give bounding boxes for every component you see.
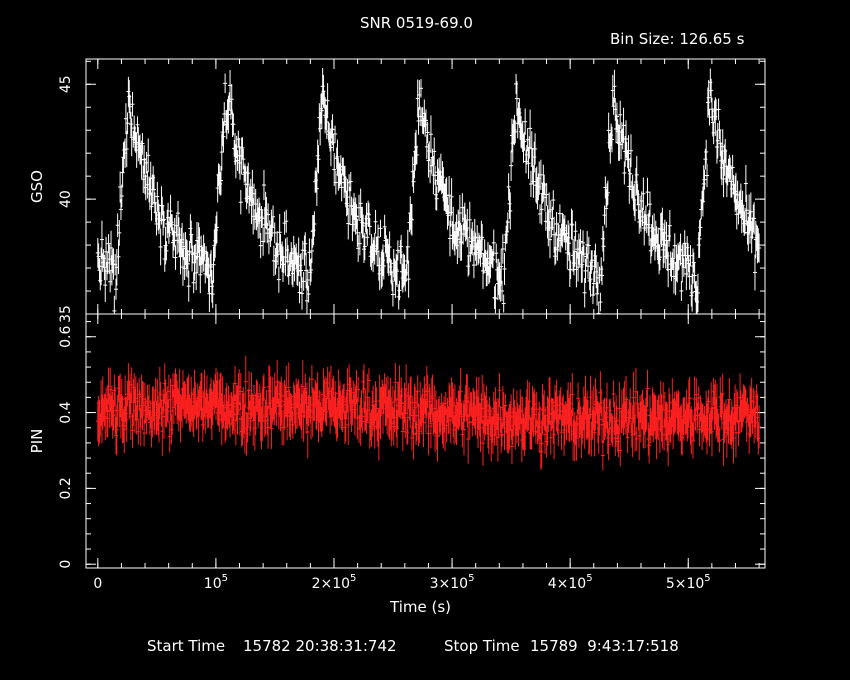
x-axis-label: Time (s) — [390, 598, 451, 616]
y-tick-label-gso: 35 — [58, 305, 74, 323]
y-axis-label-gso: GSO — [28, 170, 46, 203]
y-axis-label-pin: PIN — [28, 429, 46, 454]
x-tick-label: 5×105 — [666, 573, 711, 592]
panel-frame-pin — [85, 313, 766, 569]
y-tick-label-gso: 40 — [58, 190, 74, 208]
start-time-value: 15782 20:38:31:742 — [243, 637, 397, 655]
y-tick-label-pin: 0 — [58, 560, 74, 569]
y-tick-label-pin: 0.2 — [58, 477, 74, 499]
series-gso — [95, 67, 762, 314]
stop-time-label: Stop Time — [444, 637, 520, 655]
y-tick-label-gso: 45 — [58, 75, 74, 93]
bin-size-label: Bin Size: 126.65 s — [610, 30, 745, 48]
start-time-label: Start Time — [147, 637, 226, 655]
series-pin — [95, 356, 762, 471]
stop-time-value: 15789 9:43:17:518 — [530, 637, 679, 655]
x-tick-label: 0 — [93, 576, 102, 592]
y-tick-label-pin: 0.4 — [58, 401, 74, 423]
x-tick-label: 3×105 — [430, 573, 475, 592]
chart-title: SNR 0519-69.0 — [360, 14, 473, 32]
x-tick-label: 105 — [204, 573, 228, 592]
y-tick-label-pin: 0.6 — [58, 326, 74, 348]
x-tick-label: 2×105 — [312, 573, 357, 592]
x-tick-label: 4×105 — [548, 573, 593, 592]
